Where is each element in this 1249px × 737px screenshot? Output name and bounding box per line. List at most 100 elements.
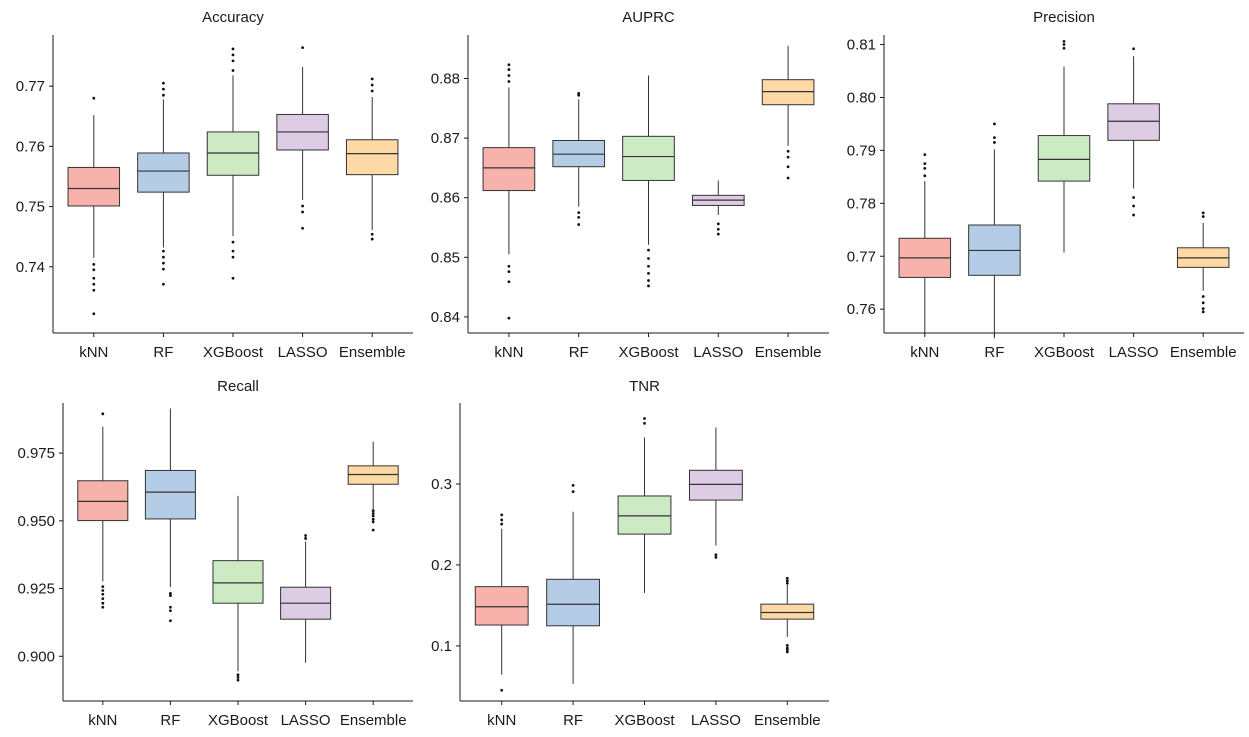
iqr-box bbox=[77, 480, 129, 522]
outlier-point bbox=[647, 264, 650, 268]
outlier-point bbox=[162, 261, 165, 265]
outlier-point bbox=[1132, 213, 1135, 217]
box-tnr-rf: RF bbox=[546, 483, 601, 729]
iqr-box bbox=[212, 560, 264, 604]
y-tick-label-auprc: 0.85 bbox=[431, 249, 460, 266]
outlier-point bbox=[371, 509, 375, 513]
outlier-point bbox=[1201, 295, 1205, 298]
outlier-point bbox=[647, 284, 650, 288]
outlier-point bbox=[231, 240, 235, 244]
outlier-point bbox=[507, 270, 511, 274]
outlier-point bbox=[507, 264, 511, 268]
iqr-box bbox=[345, 139, 399, 176]
outlier-point bbox=[1062, 39, 1066, 43]
outlier-point bbox=[371, 528, 375, 532]
iqr-box bbox=[137, 152, 190, 193]
iqr-box bbox=[617, 495, 672, 535]
box-recall-lasso: LASSO bbox=[280, 534, 332, 729]
outlier-point bbox=[162, 249, 165, 253]
x-tick-label-tnr-knn: kNN bbox=[487, 712, 516, 729]
outlier-point bbox=[1201, 215, 1205, 218]
outlier-point bbox=[304, 534, 307, 537]
outlier-point bbox=[162, 93, 165, 97]
outlier-point bbox=[169, 594, 172, 598]
outlier-point bbox=[92, 268, 96, 272]
iqr-box bbox=[482, 147, 536, 192]
outlier-point bbox=[370, 237, 374, 241]
outlier-point bbox=[507, 63, 511, 67]
outlier-point bbox=[101, 412, 105, 416]
y-tick-label-tnr: 0.1 bbox=[431, 638, 452, 655]
box-auprc-lasso: LASSO bbox=[691, 180, 745, 361]
x-tick-label-recall-knn: kNN bbox=[88, 712, 117, 729]
outlier-point bbox=[993, 136, 996, 140]
outlier-point bbox=[647, 257, 650, 260]
iqr-box bbox=[688, 469, 743, 501]
box-recall-xgboost: XGBoost bbox=[208, 495, 269, 729]
outlier-point bbox=[92, 288, 96, 292]
y-tick-label-precision: 0.77 bbox=[847, 248, 876, 265]
y-tick-label-auprc: 0.88 bbox=[431, 71, 460, 88]
outlier-point bbox=[231, 59, 235, 63]
outlier-point bbox=[647, 279, 650, 282]
outlier-point bbox=[786, 155, 790, 159]
x-tick-label-recall-lasso: LASSO bbox=[281, 712, 331, 729]
x-tick-label-precision-rf: RF bbox=[984, 344, 1004, 361]
outlier-point bbox=[162, 81, 165, 85]
box-recall-ensemble: Ensemble bbox=[340, 441, 407, 729]
x-tick-label-tnr-xgboost: XGBoost bbox=[614, 712, 675, 729]
outlier-point bbox=[1201, 310, 1205, 314]
outlier-point bbox=[371, 514, 375, 518]
box-recall-rf: RF bbox=[144, 408, 196, 729]
outlier-point bbox=[162, 282, 165, 286]
box-precision-xgboost: XGBoost bbox=[1034, 39, 1095, 361]
outlier-point bbox=[577, 211, 581, 215]
panel-title-tnr: TNR bbox=[629, 378, 660, 395]
panel-tnr: TNR 0.1 0.2 0.3 kNN RF XGBoost LASSO Ensemble bbox=[431, 378, 829, 729]
outlier-point bbox=[714, 553, 718, 557]
outlier-point bbox=[231, 47, 235, 51]
x-tick-label-tnr-ensemble: Ensemble bbox=[754, 712, 821, 729]
y-tick-label-recall: 0.950 bbox=[17, 513, 55, 530]
box-auprc-knn: kNN bbox=[482, 63, 536, 361]
y-tick-label-recall: 0.900 bbox=[17, 648, 55, 665]
outlier-point bbox=[370, 77, 374, 81]
outlier-point bbox=[786, 165, 790, 169]
box-precision-rf: RF bbox=[968, 122, 1021, 361]
iqr-box bbox=[67, 166, 121, 207]
x-tick-label-auprc-ensemble: Ensemble bbox=[755, 344, 822, 361]
outlier-point bbox=[301, 226, 304, 230]
iqr-box bbox=[474, 586, 529, 626]
x-tick-label-recall-xgboost: XGBoost bbox=[208, 712, 269, 729]
box-accuracy-lasso: LASSO bbox=[276, 46, 329, 361]
x-tick-label-precision-knn: kNN bbox=[910, 344, 939, 361]
outlier-point bbox=[786, 176, 790, 180]
y-tick-label-recall: 0.975 bbox=[17, 445, 55, 462]
y-tick-label-auprc: 0.86 bbox=[431, 190, 460, 207]
outlier-point bbox=[923, 162, 927, 166]
outlier-point bbox=[507, 316, 511, 320]
box-accuracy-ensemble: Ensemble bbox=[339, 77, 406, 361]
x-tick-label-auprc-knn: kNN bbox=[494, 344, 523, 361]
x-tick-label-recall-ensemble: Ensemble bbox=[340, 712, 407, 729]
x-tick-label-tnr-lasso: LASSO bbox=[691, 712, 741, 729]
outlier-point bbox=[92, 276, 96, 280]
box-tnr-xgboost: XGBoost bbox=[614, 417, 675, 729]
y-tick-label-recall: 0.925 bbox=[17, 581, 55, 598]
outlier-point bbox=[370, 232, 374, 236]
outlier-point bbox=[923, 153, 927, 157]
outlier-point bbox=[231, 255, 235, 259]
outlier-point bbox=[716, 222, 720, 226]
box-accuracy-rf: RF bbox=[137, 81, 190, 361]
x-tick-label-accuracy-lasso: LASSO bbox=[278, 344, 328, 361]
outlier-point bbox=[993, 122, 996, 126]
outlier-point bbox=[92, 96, 96, 100]
x-tick-label-accuracy-knn: kNN bbox=[79, 344, 108, 361]
outlier-point bbox=[231, 249, 235, 253]
y-tick-label-auprc: 0.87 bbox=[431, 130, 460, 147]
x-tick-label-tnr-rf: RF bbox=[563, 712, 583, 729]
outlier-point bbox=[577, 92, 581, 95]
outlier-point bbox=[993, 141, 996, 144]
outlier-point bbox=[785, 576, 789, 580]
box-auprc-rf: RF bbox=[552, 92, 606, 361]
